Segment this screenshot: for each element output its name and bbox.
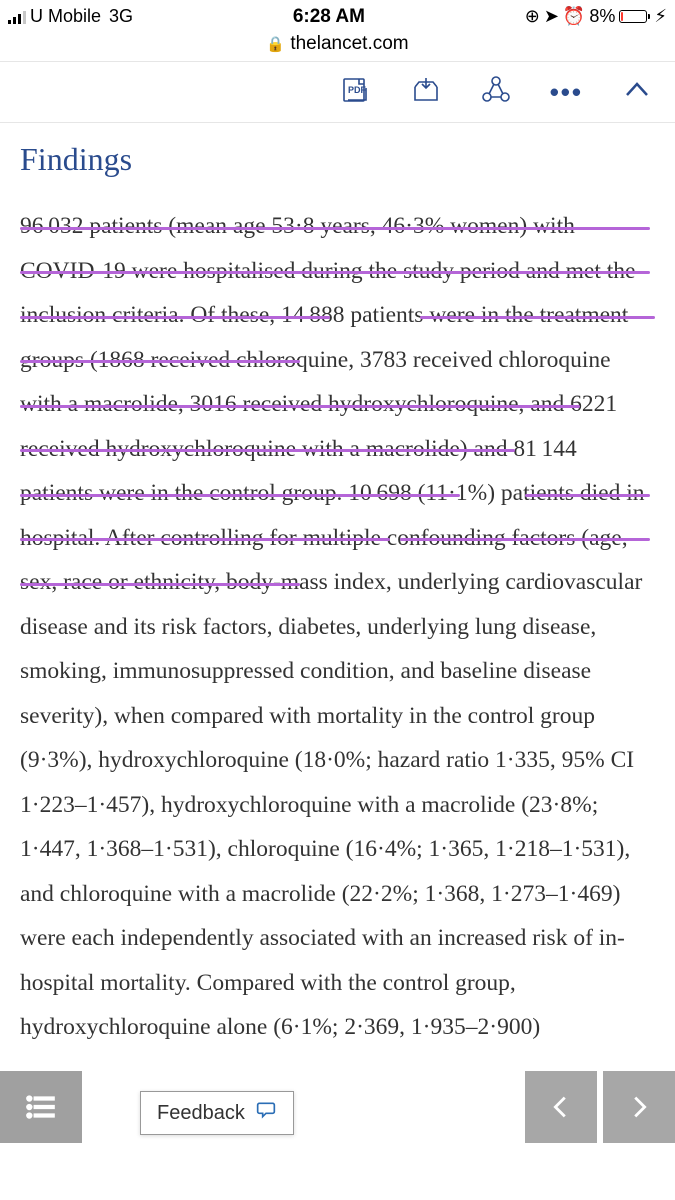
section-heading: Findings: [20, 141, 655, 178]
next-button[interactable]: [603, 1071, 675, 1143]
lock-icon: 🔒: [266, 36, 285, 53]
article-body: 96 032 patients (mean age 53·8 years, 46…: [20, 204, 655, 1050]
share-icon[interactable]: [480, 74, 512, 111]
svg-text:PDF: PDF: [348, 85, 367, 95]
network-label: 3G: [109, 6, 133, 27]
carrier-label: U Mobile: [30, 6, 101, 27]
url-bar[interactable]: 🔒 thelancet.com: [0, 33, 675, 61]
location-icon: ➤: [544, 6, 559, 27]
prev-button[interactable]: [525, 1071, 597, 1143]
feedback-label: Feedback: [157, 1102, 245, 1125]
status-left: U Mobile 3G: [8, 6, 133, 27]
status-right: ⊕ ➤ ⏰ 8% ⚡︎: [525, 6, 667, 27]
clock: 6:28 AM: [293, 6, 365, 28]
chat-icon: [255, 1100, 277, 1126]
signal-icon: [8, 10, 26, 24]
collapse-icon[interactable]: [621, 74, 653, 111]
charging-icon: ⚡︎: [654, 6, 667, 27]
article-toolbar: PDF •••: [0, 61, 675, 123]
toc-button[interactable]: [0, 1071, 82, 1143]
url-host: thelancet.com: [290, 33, 408, 54]
more-icon[interactable]: •••: [550, 77, 583, 108]
article-content[interactable]: Findings 96 032 patients (mean age 53·8 …: [0, 123, 675, 1143]
status-bar: U Mobile 3G 6:28 AM ⊕ ➤ ⏰ 8% ⚡︎: [0, 0, 675, 33]
alarm-icon: ⏰: [563, 6, 585, 27]
battery-pct: 8%: [589, 6, 615, 27]
battery-icon: [619, 10, 650, 23]
feedback-button[interactable]: Feedback: [140, 1091, 294, 1135]
save-icon[interactable]: [410, 74, 442, 111]
orientation-lock-icon: ⊕: [525, 6, 540, 27]
pdf-icon[interactable]: PDF: [340, 74, 372, 111]
